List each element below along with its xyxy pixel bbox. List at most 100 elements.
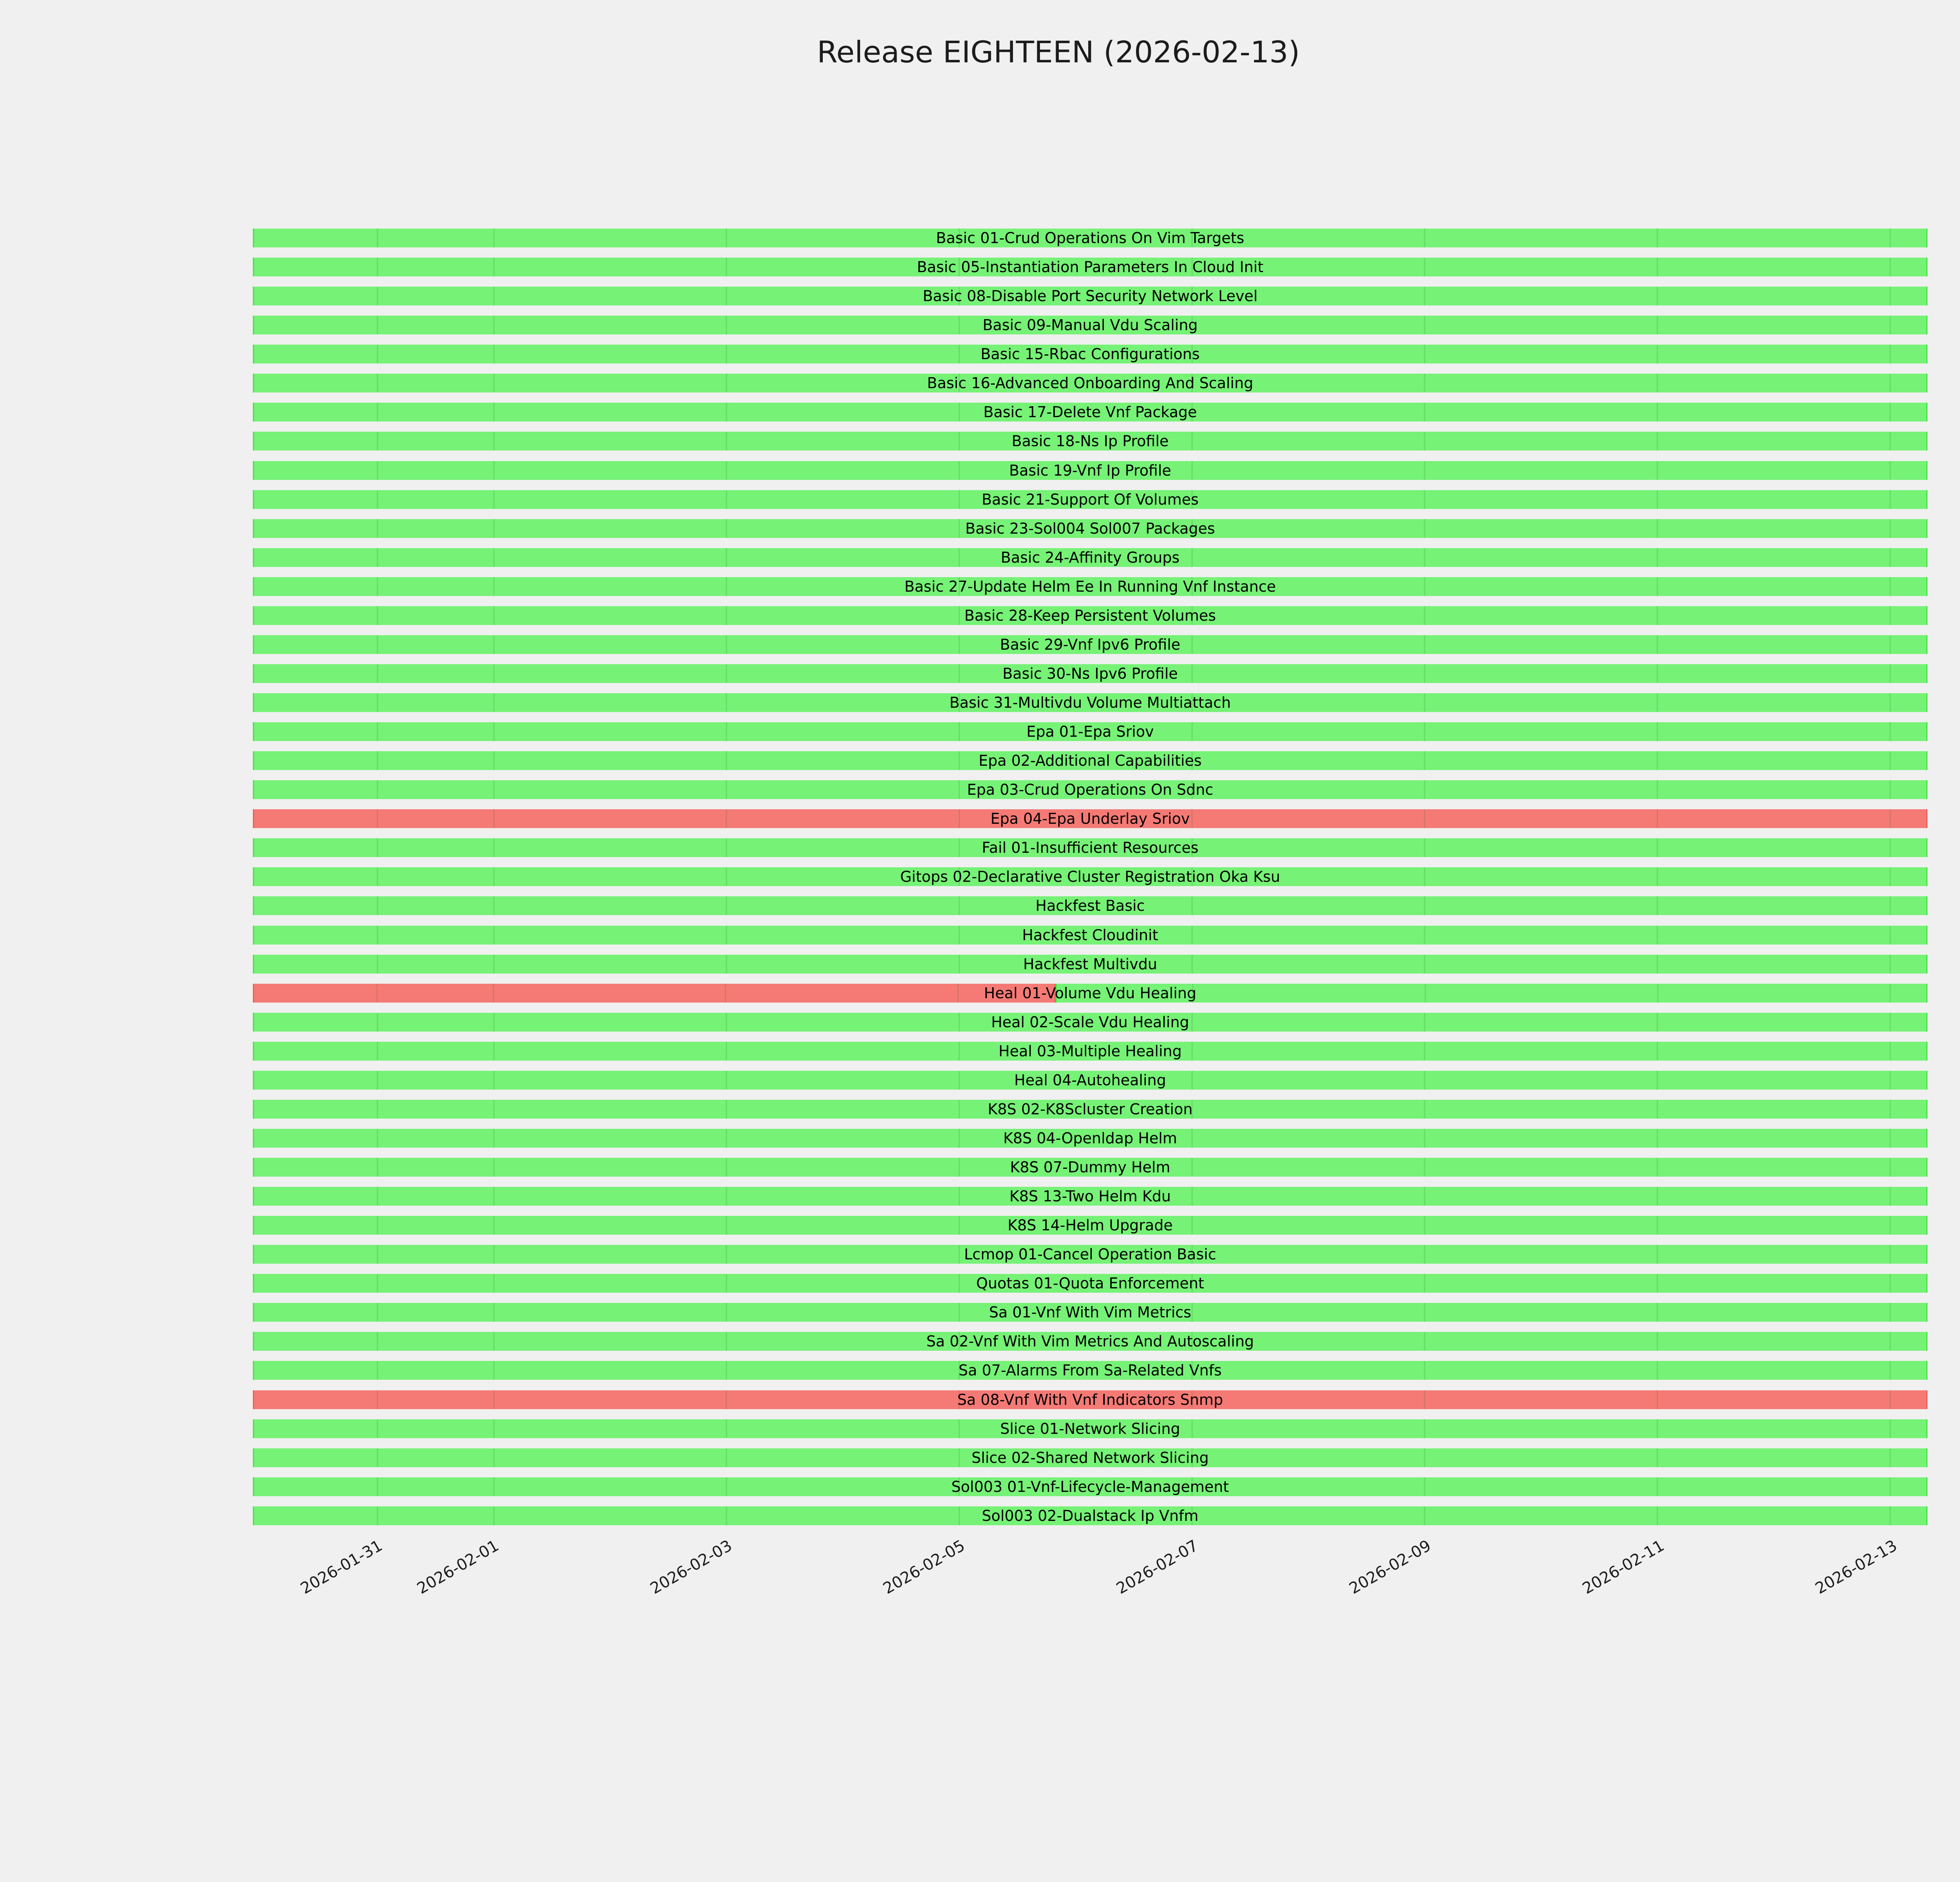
- task-bar-segment-failed: [253, 983, 1056, 1003]
- task-row: Gitops 02-Declarative Cluster Registrati…: [253, 862, 1927, 891]
- bar-tick-line: [493, 1448, 495, 1467]
- task-row: K8S 13-Two Helm Kdu: [253, 1182, 1927, 1211]
- task-bar-segment-passed: [253, 403, 1927, 422]
- bar-tick-line: [958, 461, 960, 480]
- bar-tick-line: [958, 1303, 960, 1322]
- task-bar-segment-passed: [253, 693, 1927, 712]
- bar-tick-line: [1657, 722, 1658, 741]
- bar-tick-line: [1191, 577, 1193, 596]
- task-bar-segment-passed: [253, 1099, 1927, 1119]
- bar-tick-line: [1424, 519, 1425, 538]
- bar-tick-line: [958, 287, 960, 306]
- bar-tick-line: [1889, 1012, 1891, 1032]
- bar-tick-line: [726, 1303, 727, 1322]
- task-bar-segment-passed: [253, 751, 1927, 770]
- bar-tick-line: [493, 925, 495, 945]
- bar-tick-line: [958, 1419, 960, 1438]
- bar-tick-line: [493, 229, 495, 248]
- task-bar-segment-passed: [253, 316, 1927, 335]
- bar-tick-line: [726, 461, 727, 480]
- bar-tick-line: [726, 345, 727, 364]
- bar-tick-line: [493, 1361, 495, 1380]
- task-row: Basic 23-Sol004 Sol007 Packages: [253, 514, 1927, 543]
- bar-tick-line: [1424, 1216, 1425, 1235]
- bar-tick-line: [493, 838, 495, 857]
- bar-tick-line: [1889, 925, 1891, 945]
- task-row: K8S 02-K8Scluster Creation: [253, 1095, 1927, 1124]
- bar-tick-line: [377, 1419, 378, 1438]
- bar-tick-line: [958, 1128, 960, 1148]
- bar-tick-line: [1889, 664, 1891, 683]
- task-row: Fail 01-Insufficient Resources: [253, 833, 1927, 862]
- bar-tick-line: [1657, 490, 1658, 509]
- bar-tick-line: [958, 1477, 960, 1496]
- task-row: Sa 02-Vnf With Vim Metrics And Autoscali…: [253, 1327, 1927, 1356]
- task-bar-segment-passed: [253, 722, 1927, 741]
- task-bar-segment-passed: [253, 490, 1927, 509]
- bar-tick-line: [1424, 925, 1425, 945]
- chart-title: Release EIGHTEEN (2026-02-13): [817, 35, 1300, 69]
- bar-tick-line: [1889, 1187, 1891, 1206]
- x-tick-label: 2026-02-01: [414, 1537, 502, 1598]
- bar-tick-line: [1191, 1216, 1193, 1235]
- plot-area: Basic 01-Crud Operations On Vim Targets B…: [253, 223, 1927, 1530]
- x-tick-label: 2026-02-03: [647, 1537, 735, 1598]
- bar-tick-line: [1657, 1506, 1658, 1525]
- bar-tick-line: [726, 1070, 727, 1090]
- task-row: Basic 24-Affinity Groups: [253, 543, 1927, 572]
- bar-tick-line: [1889, 519, 1891, 538]
- bar-tick-line: [726, 1187, 727, 1206]
- bar-tick-line: [1424, 1419, 1425, 1438]
- task-bar-segment-passed: [253, 1274, 1927, 1293]
- bar-tick-line: [1657, 1390, 1658, 1409]
- bar-tick-line: [1657, 374, 1658, 393]
- bar-tick-line: [1191, 1332, 1193, 1351]
- bar-tick-line: [958, 1041, 960, 1061]
- bar-tick-line: [1191, 316, 1193, 335]
- bar-tick-line: [726, 1012, 727, 1032]
- task-bar-segment-passed: [253, 519, 1927, 538]
- bar-tick-line: [958, 548, 960, 567]
- x-tick-label: 2026-02-07: [1113, 1537, 1201, 1598]
- bar-tick-line: [493, 780, 495, 799]
- bar-tick-line: [1657, 1216, 1658, 1235]
- bar-tick-line: [958, 722, 960, 741]
- bar-tick-line: [726, 780, 727, 799]
- x-tick-label: 2026-02-11: [1579, 1537, 1668, 1598]
- task-bar-segment-passed: [1056, 983, 1927, 1003]
- bar-tick-line: [1192, 983, 1194, 1003]
- bar-tick-line: [958, 1274, 960, 1293]
- bar-tick-line: [1657, 896, 1658, 916]
- bar-tick-line: [493, 1390, 495, 1409]
- bar-tick-line: [1191, 1390, 1193, 1409]
- bar-tick-line: [493, 1128, 495, 1148]
- bar-tick-line: [377, 1245, 378, 1264]
- bar-tick-line: [377, 1041, 378, 1061]
- task-bar-segment-passed: [253, 461, 1927, 480]
- bar-tick-line: [1657, 1187, 1658, 1206]
- bar-tick-line: [1191, 1187, 1193, 1206]
- bar-tick-line: [1889, 577, 1891, 596]
- bar-tick-line: [1657, 983, 1659, 1003]
- task-row: Epa 02-Additional Capabilities: [253, 746, 1927, 775]
- bar-tick-line: [1657, 287, 1658, 306]
- bar-tick-line: [1889, 809, 1891, 828]
- bar-tick-line: [1191, 664, 1193, 683]
- bar-tick-line: [1657, 1303, 1658, 1322]
- bar-tick-line: [1424, 1361, 1425, 1380]
- bar-tick-line: [377, 461, 378, 480]
- bar-tick-line: [1424, 432, 1425, 451]
- bar-tick-line: [1657, 432, 1658, 451]
- bar-tick-line: [1889, 867, 1891, 887]
- bar-tick-line: [493, 896, 495, 916]
- bar-tick-line: [957, 983, 959, 1003]
- bar-tick-line: [377, 229, 378, 248]
- bar-tick-line: [1889, 1477, 1891, 1496]
- bar-tick-line: [958, 780, 960, 799]
- task-row: Basic 21-Support Of Volumes: [253, 485, 1927, 514]
- bar-tick-line: [726, 1448, 727, 1467]
- bar-tick-line: [1657, 635, 1658, 654]
- bar-tick-line: [1657, 403, 1658, 422]
- task-row: Slice 02-Shared Network Slicing: [253, 1443, 1927, 1472]
- bar-tick-line: [377, 374, 378, 393]
